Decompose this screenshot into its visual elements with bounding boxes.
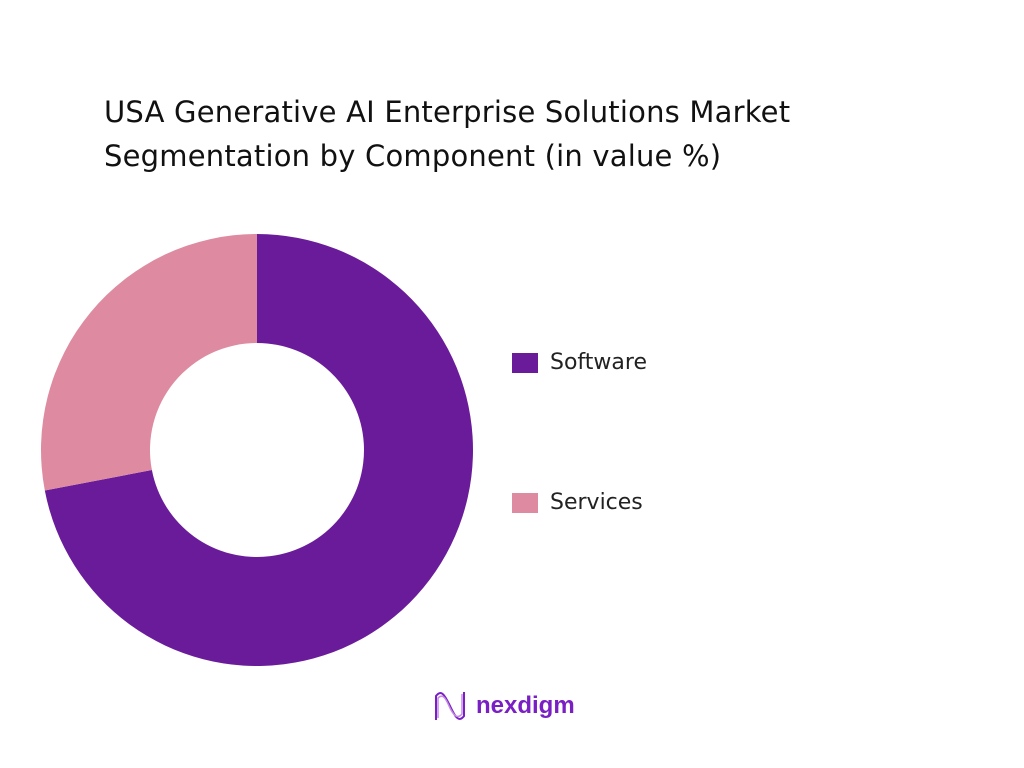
legend-swatch [512, 492, 538, 513]
slice-software [44, 234, 473, 666]
title-line-2: Segmentation by Component (in value %) [104, 139, 722, 173]
legend-swatch [512, 352, 538, 373]
logo-wave-icon [435, 692, 465, 720]
title-line-1: USA Generative AI Enterprise Solutions M… [104, 95, 791, 129]
legend-label: Services [550, 490, 643, 515]
legend-label: Software [550, 350, 647, 375]
legend-item-software: Software [512, 350, 647, 375]
nexdigm-logo: nexdigm [432, 688, 575, 724]
chart-title: USA Generative AI Enterprise Solutions M… [104, 90, 790, 178]
slice-services [40, 234, 257, 491]
logo-text: nexdigm [476, 692, 575, 719]
legend-item-services: Services [512, 490, 643, 515]
